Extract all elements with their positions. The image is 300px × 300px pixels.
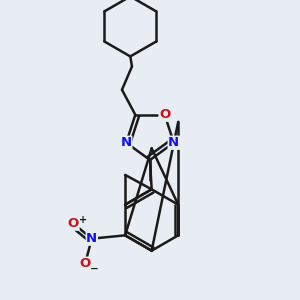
Text: +: + <box>79 215 87 225</box>
Text: N: N <box>121 136 132 149</box>
Text: N: N <box>168 136 179 149</box>
Text: O: O <box>80 257 91 270</box>
Text: O: O <box>68 217 79 230</box>
Text: O: O <box>159 108 170 121</box>
Text: N: N <box>86 232 97 245</box>
Text: −: − <box>90 264 99 274</box>
